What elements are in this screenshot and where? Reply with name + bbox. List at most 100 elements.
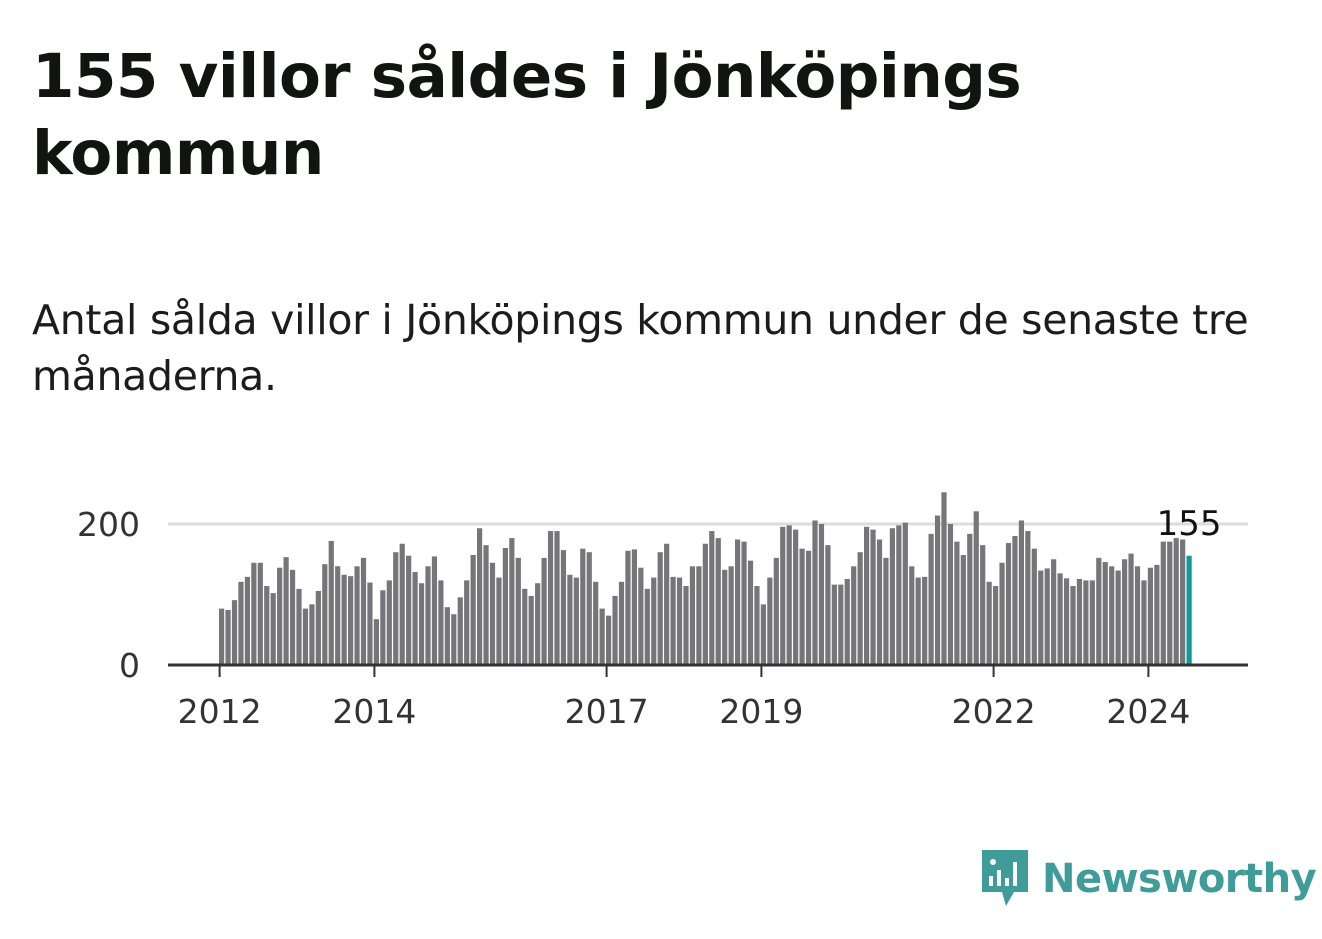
bar	[786, 525, 792, 665]
bar	[851, 566, 857, 665]
bar	[696, 566, 702, 665]
bar	[876, 539, 883, 665]
bar	[986, 581, 992, 665]
bar-chart: 0 200 2012 2014 2017 2019 2022 2024 155	[77, 492, 1248, 731]
bar	[883, 557, 889, 665]
x-axis	[168, 663, 1248, 677]
bar	[496, 577, 502, 665]
bar	[670, 576, 676, 665]
bar	[1051, 559, 1057, 665]
bar	[1025, 531, 1031, 665]
bar	[277, 567, 283, 665]
bar	[348, 576, 354, 665]
labels: 0 200 2012 2014 2017 2019 2022 2024 155	[77, 504, 1222, 731]
x-tick-label: 2014	[332, 692, 416, 731]
bar	[1005, 543, 1012, 665]
bar	[406, 555, 412, 665]
bar	[728, 566, 734, 665]
bar	[341, 574, 347, 665]
bar	[954, 541, 960, 665]
bar	[1018, 520, 1024, 665]
bar	[1044, 568, 1050, 665]
bar	[631, 549, 637, 665]
bar	[838, 584, 844, 665]
bar	[451, 614, 457, 665]
bar	[1160, 541, 1166, 665]
bar	[593, 581, 599, 665]
bar	[1154, 564, 1160, 665]
bar	[844, 578, 850, 665]
bar	[980, 545, 986, 665]
bar	[1180, 539, 1186, 665]
bar	[1167, 541, 1173, 665]
bar	[657, 552, 663, 665]
bar	[928, 533, 934, 665]
bar	[515, 557, 521, 665]
bar	[934, 515, 941, 665]
bar	[457, 597, 463, 665]
bar	[393, 552, 399, 665]
bar	[412, 571, 418, 665]
bar	[418, 583, 425, 665]
bar	[825, 545, 831, 665]
bar	[1115, 570, 1121, 665]
bar	[283, 557, 289, 665]
highlight-bar	[1186, 555, 1192, 665]
y-tick-label: 0	[119, 646, 140, 685]
chart-subtitle: Antal sålda villor i Jönköpings kommun u…	[32, 296, 1249, 400]
bar	[522, 588, 528, 665]
bar	[747, 560, 754, 665]
bar	[489, 562, 496, 665]
bar	[805, 550, 812, 665]
bars	[219, 492, 1192, 665]
bar	[1076, 578, 1083, 665]
bar	[1147, 567, 1153, 665]
bar	[477, 528, 483, 665]
bar	[225, 610, 231, 665]
bar	[709, 531, 715, 665]
bar	[483, 545, 489, 665]
bar	[644, 588, 650, 665]
bar	[993, 586, 999, 665]
bar	[567, 574, 573, 665]
bar	[767, 577, 773, 665]
bar	[651, 577, 657, 665]
newsworthy-logo[interactable]: Newsworthy	[980, 848, 1317, 910]
bar	[902, 522, 908, 665]
bar	[1063, 578, 1070, 665]
bar	[438, 580, 444, 665]
bar	[251, 562, 257, 665]
bar	[799, 548, 805, 665]
bar	[322, 564, 328, 665]
bar	[1141, 580, 1147, 665]
bar	[1057, 573, 1063, 665]
bar	[1070, 586, 1076, 665]
bar	[735, 539, 741, 665]
bar	[1031, 548, 1037, 665]
chart-title: 155 villor såldes i Jönköpings kommun	[32, 41, 1022, 189]
bar	[1089, 580, 1095, 665]
x-tick-label: 2017	[565, 692, 649, 731]
bar	[915, 577, 921, 665]
bar	[638, 567, 644, 665]
bar	[373, 619, 379, 665]
bar	[773, 557, 779, 665]
bar	[264, 586, 270, 665]
newsworthy-logo-icon	[982, 850, 1028, 906]
x-tick-label: 2019	[719, 692, 803, 731]
bar	[586, 552, 592, 665]
bar	[444, 607, 450, 665]
bar	[599, 608, 605, 665]
highlight-value-label: 155	[1157, 504, 1222, 544]
bar	[664, 543, 670, 665]
bar	[257, 562, 263, 665]
bar	[509, 538, 515, 665]
bar	[870, 529, 876, 665]
bar	[328, 540, 334, 665]
bar	[399, 543, 405, 665]
bar	[896, 525, 902, 665]
bar	[831, 584, 837, 665]
bar	[812, 520, 818, 665]
bar	[1122, 559, 1128, 665]
bar	[947, 524, 954, 665]
